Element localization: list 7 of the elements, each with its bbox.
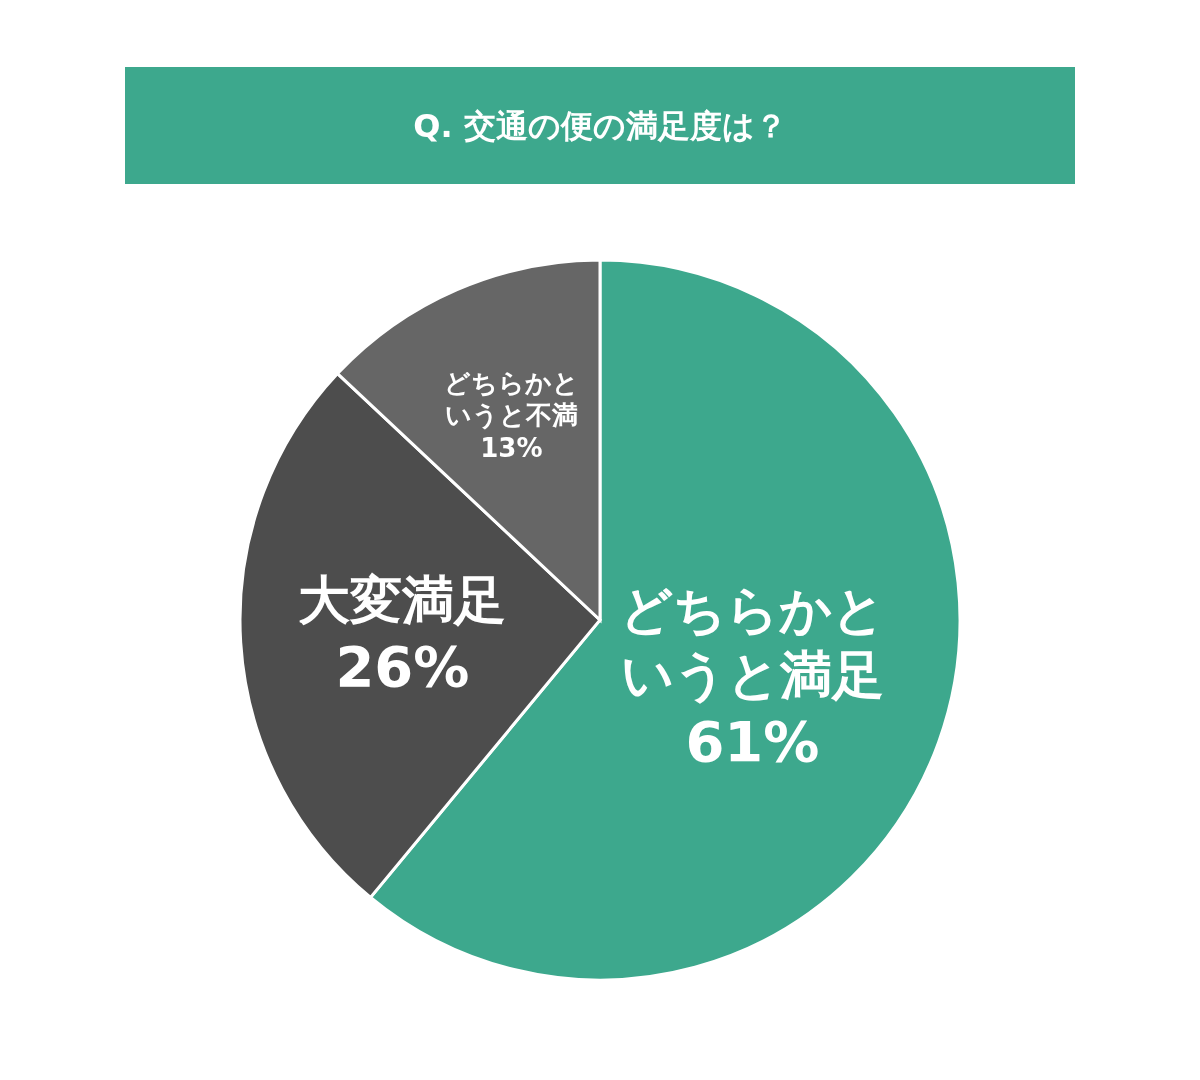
- chart-title: Q. 交通の便の満足度は？: [413, 107, 787, 145]
- data-label: 13%: [480, 432, 543, 463]
- slice-label: 大変満足: [298, 569, 507, 630]
- slice-label: どちらかというと満足: [619, 579, 885, 705]
- data-label: 26%: [335, 633, 470, 699]
- data-label: 61%: [685, 708, 820, 774]
- slice-label: どちらかというと不満: [443, 367, 579, 431]
